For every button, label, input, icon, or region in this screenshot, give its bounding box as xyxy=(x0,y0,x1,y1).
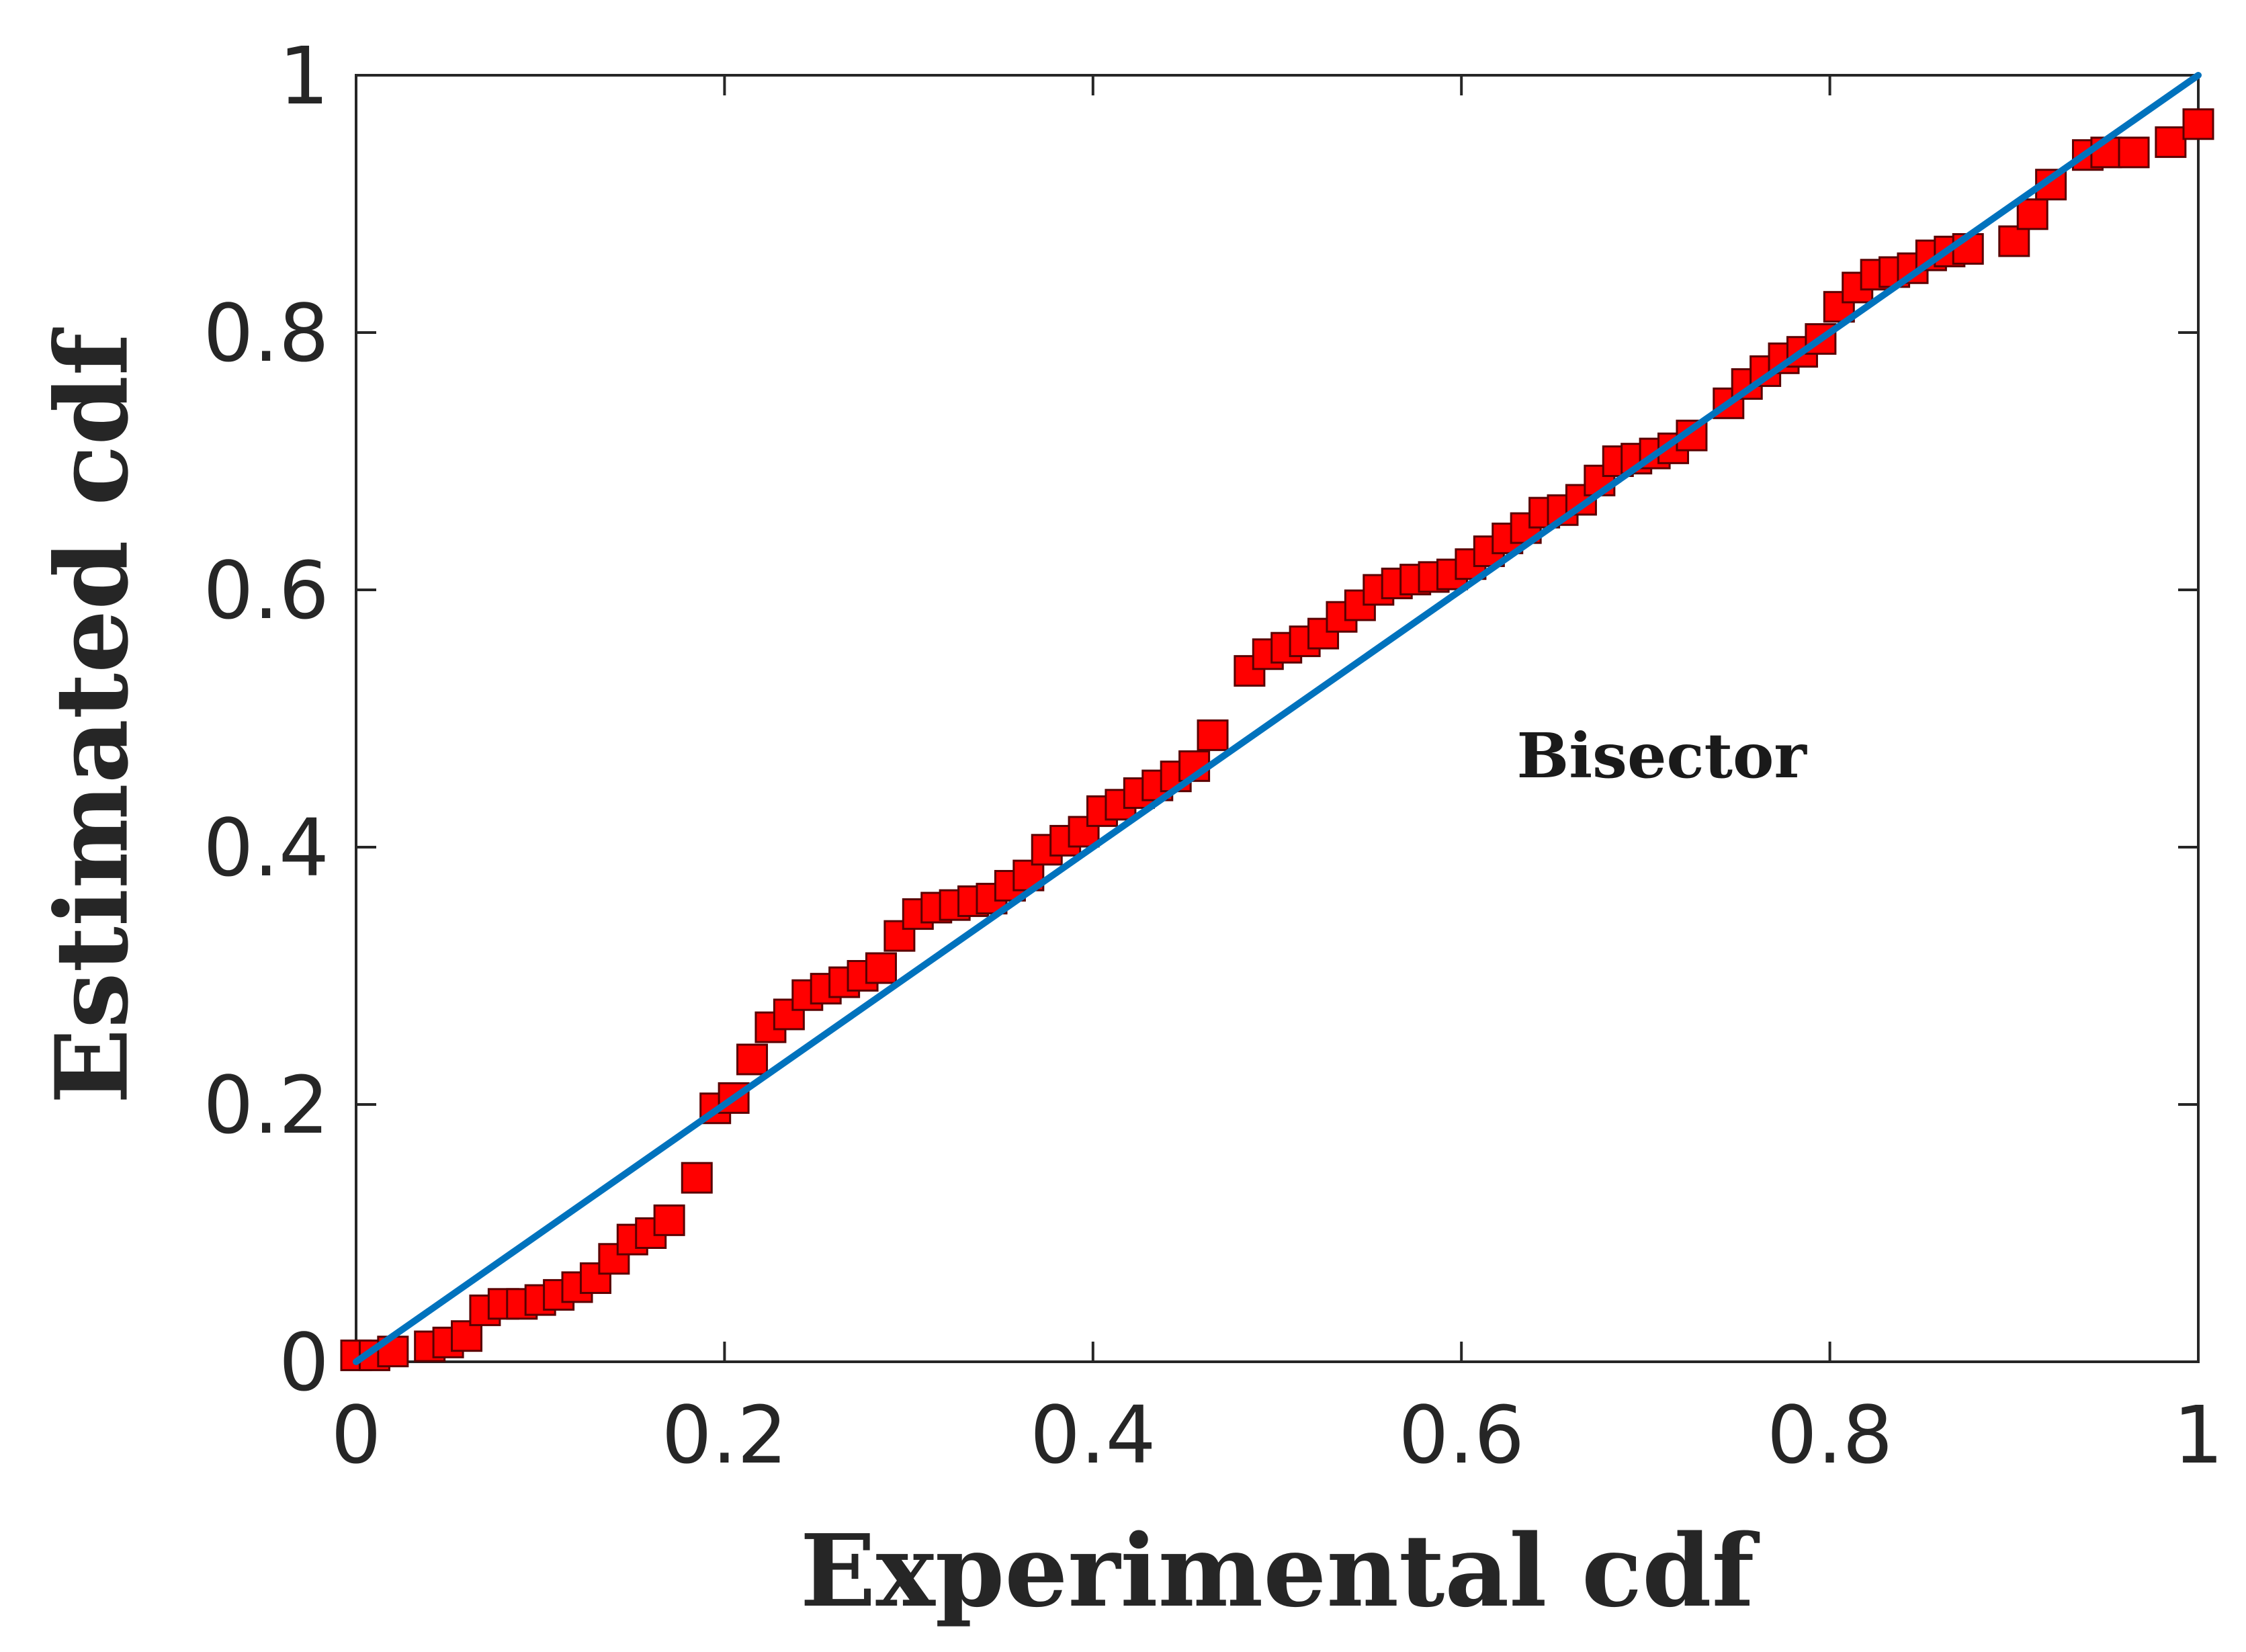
x-axis-title: Experimental cdf xyxy=(800,1512,1760,1629)
bisector-annotation: Bisector xyxy=(1516,720,1807,792)
data-point xyxy=(2155,126,2187,159)
y-tick-label: 1 xyxy=(279,30,329,122)
y-tick-label: 0.6 xyxy=(203,544,329,637)
x-tick-label: 0 xyxy=(331,1389,381,1481)
x-tick-label: 0.4 xyxy=(1030,1389,1156,1481)
data-point xyxy=(1197,719,1229,751)
x-tick-label: 1 xyxy=(2173,1389,2223,1481)
data-point xyxy=(736,1043,769,1076)
y-tick-label: 0 xyxy=(279,1316,329,1409)
data-point xyxy=(2182,108,2214,140)
data-point xyxy=(2016,198,2048,230)
data-point xyxy=(681,1162,713,1194)
data-point xyxy=(1998,225,2030,257)
data-point xyxy=(2118,136,2150,169)
data-point xyxy=(451,1320,483,1352)
y-axis-tick-labels: 0 0.2 0.4 0.6 0.8 1 xyxy=(203,30,329,1409)
y-axis-title: Estimated cdf xyxy=(34,327,150,1104)
x-tick-label: 0.8 xyxy=(1767,1389,1893,1481)
data-point xyxy=(865,952,897,984)
x-tick-label: 0.2 xyxy=(662,1389,788,1481)
y-tick-label: 0.4 xyxy=(203,801,329,894)
plot-area-frame xyxy=(355,74,2200,1363)
data-point xyxy=(653,1204,685,1236)
x-tick-label: 0.6 xyxy=(1398,1389,1524,1481)
y-tick-label: 0.2 xyxy=(203,1059,329,1151)
y-tick-label: 0.8 xyxy=(203,287,329,380)
bisector-line xyxy=(353,72,2202,1365)
x-axis-tick-labels: 0 0.2 0.4 0.6 0.8 1 xyxy=(331,1389,2223,1481)
